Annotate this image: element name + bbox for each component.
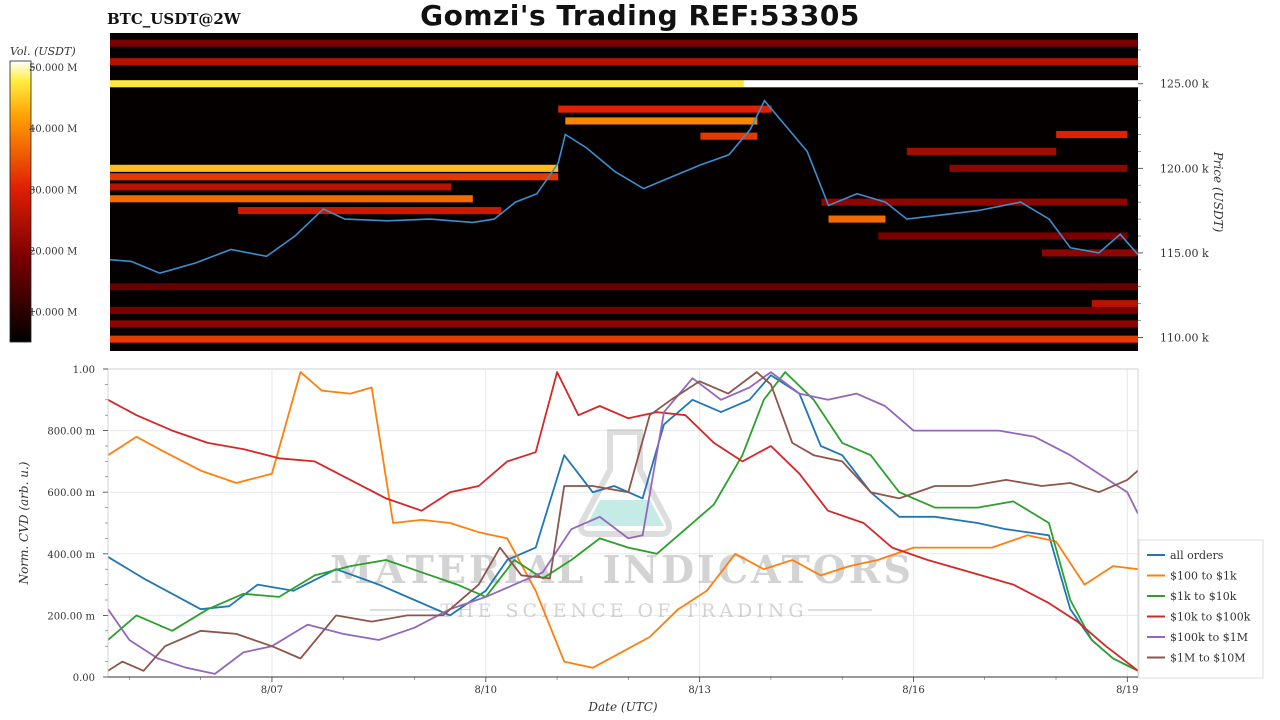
colorbar-tick-label: 50.000 M	[29, 63, 77, 74]
date-tick-label: 8/19	[1116, 685, 1138, 696]
cvd-panel: MATERIAL INDICATORS THE SCIENCE OF TRADI…	[17, 365, 1139, 714]
cvd-series-line	[108, 371, 1138, 672]
cvd-y-tick-label: 800.00 m	[47, 427, 95, 438]
heatmap-band	[828, 215, 886, 223]
pair-label: BTC_USDT@2W	[107, 10, 241, 28]
heatmap-band	[110, 320, 1138, 328]
heatmap-band	[949, 164, 1128, 172]
heatmap-band	[1056, 130, 1128, 139]
heatmap-band	[110, 80, 744, 88]
cvd-series-line	[108, 371, 1138, 672]
colorbar-tick-label: 20.000 M	[29, 246, 77, 257]
colorbar-gradient	[9, 60, 32, 343]
legend-label: all orders	[1170, 549, 1224, 562]
legend-label: $1k to $10k	[1170, 590, 1237, 603]
cvd-y-tick-label: 400.00 m	[47, 550, 95, 561]
price-tick-label: 125.00 k	[1160, 78, 1209, 91]
heatmap-band	[110, 58, 1138, 66]
heatmap-band	[110, 335, 1138, 343]
legend-label: $100k to $1M	[1170, 631, 1248, 644]
heatmap-band	[110, 306, 1138, 314]
heatmap-bands	[110, 39, 1138, 343]
date-tick-label: 8/13	[688, 685, 710, 696]
price-axis: 110.00 k 115.00 k 120.00 k 125.00 k	[1138, 49, 1209, 344]
colorbar-tick-label: 30.000 M	[29, 185, 77, 196]
date-tick-label: 8/16	[902, 685, 924, 696]
legend-label: $100 to $1k	[1170, 570, 1237, 583]
cvd-series	[108, 371, 1138, 675]
colorbar-tick-label: 10.000 M	[29, 307, 77, 318]
legend-box	[1138, 539, 1264, 679]
heatmap-band	[821, 198, 1128, 206]
cvd-series-line	[108, 371, 1138, 675]
heatmap-band	[110, 39, 1138, 47]
cvd-axis-label: Norm. CVD (arb. u.)	[17, 461, 31, 585]
cvd-y-tick-label: 0.00	[73, 673, 95, 684]
heatmap-panel: 110.00 k 115.00 k 120.00 k 125.00 k Price (…	[110, 33, 1225, 351]
price-line	[110, 99, 1138, 275]
colorbar-ticks: 10.000 M 20.000 M 30.000 M 40.000 M 50.000 M	[29, 63, 77, 318]
heatmap-band	[238, 207, 502, 215]
price-tick-label: 115.00 k	[1160, 247, 1209, 260]
watermark-text-1: MATERIAL INDICATORS	[330, 547, 914, 592]
heatmap-band	[743, 80, 1138, 88]
legend: all orders $100 to $1k $1k to $10k $10k to …	[1138, 539, 1264, 679]
heatmap-band	[110, 173, 559, 181]
heatmap-band	[110, 183, 452, 191]
cvd-series-line	[108, 371, 1138, 669]
cvd-axes: 0.00 200.00 m 400.00 m 600.00 m 800.00 m 1.00…	[47, 365, 1138, 696]
heatmap-band	[878, 232, 1128, 240]
price-axis-label: Price (USDT)	[1211, 151, 1225, 233]
heatmap-band	[110, 195, 473, 203]
price-tick-label: 120.00 k	[1160, 162, 1209, 175]
colorbar-label: Vol. (USDT)	[10, 45, 76, 58]
heatmap-band	[906, 147, 1057, 155]
legend-label: $10k to $100k	[1170, 611, 1251, 624]
heatmap-band	[700, 132, 758, 140]
colorbar: Vol. (USDT) 10.000 M 20.000 M 30.000 M 40.0…	[9, 45, 77, 343]
cvd-series-line	[108, 371, 1138, 672]
heatmap-band	[1091, 300, 1138, 308]
date-tick-label: 8/07	[261, 685, 283, 696]
date-tick-label: 8/10	[475, 685, 497, 696]
legend-label: $1M to $10M	[1170, 652, 1246, 665]
watermark: MATERIAL INDICATORS THE SCIENCE OF TRADI…	[330, 429, 914, 622]
cvd-y-tick-label: 1.00	[73, 365, 95, 376]
heatmap-band	[110, 283, 1138, 291]
cvd-y-tick-label: 200.00 m	[47, 611, 95, 622]
date-axis-label: Date (UTC)	[587, 700, 657, 714]
heatmap-band	[1041, 249, 1138, 257]
watermark-text-2: THE SCIENCE OF TRADING	[440, 600, 807, 622]
cvd-series-line	[108, 374, 1138, 672]
cvd-y-tick-label: 600.00 m	[47, 488, 95, 499]
heatmap-band	[565, 117, 758, 125]
heatmap-band	[110, 164, 559, 172]
watermark-liquid-icon	[586, 500, 664, 526]
price-tick-label: 110.00 k	[1160, 331, 1209, 344]
colorbar-tick-label: 40.000 M	[29, 124, 77, 135]
page-title: Gomzi's Trading REF:53305	[420, 0, 860, 32]
heatmap-band	[558, 105, 772, 113]
